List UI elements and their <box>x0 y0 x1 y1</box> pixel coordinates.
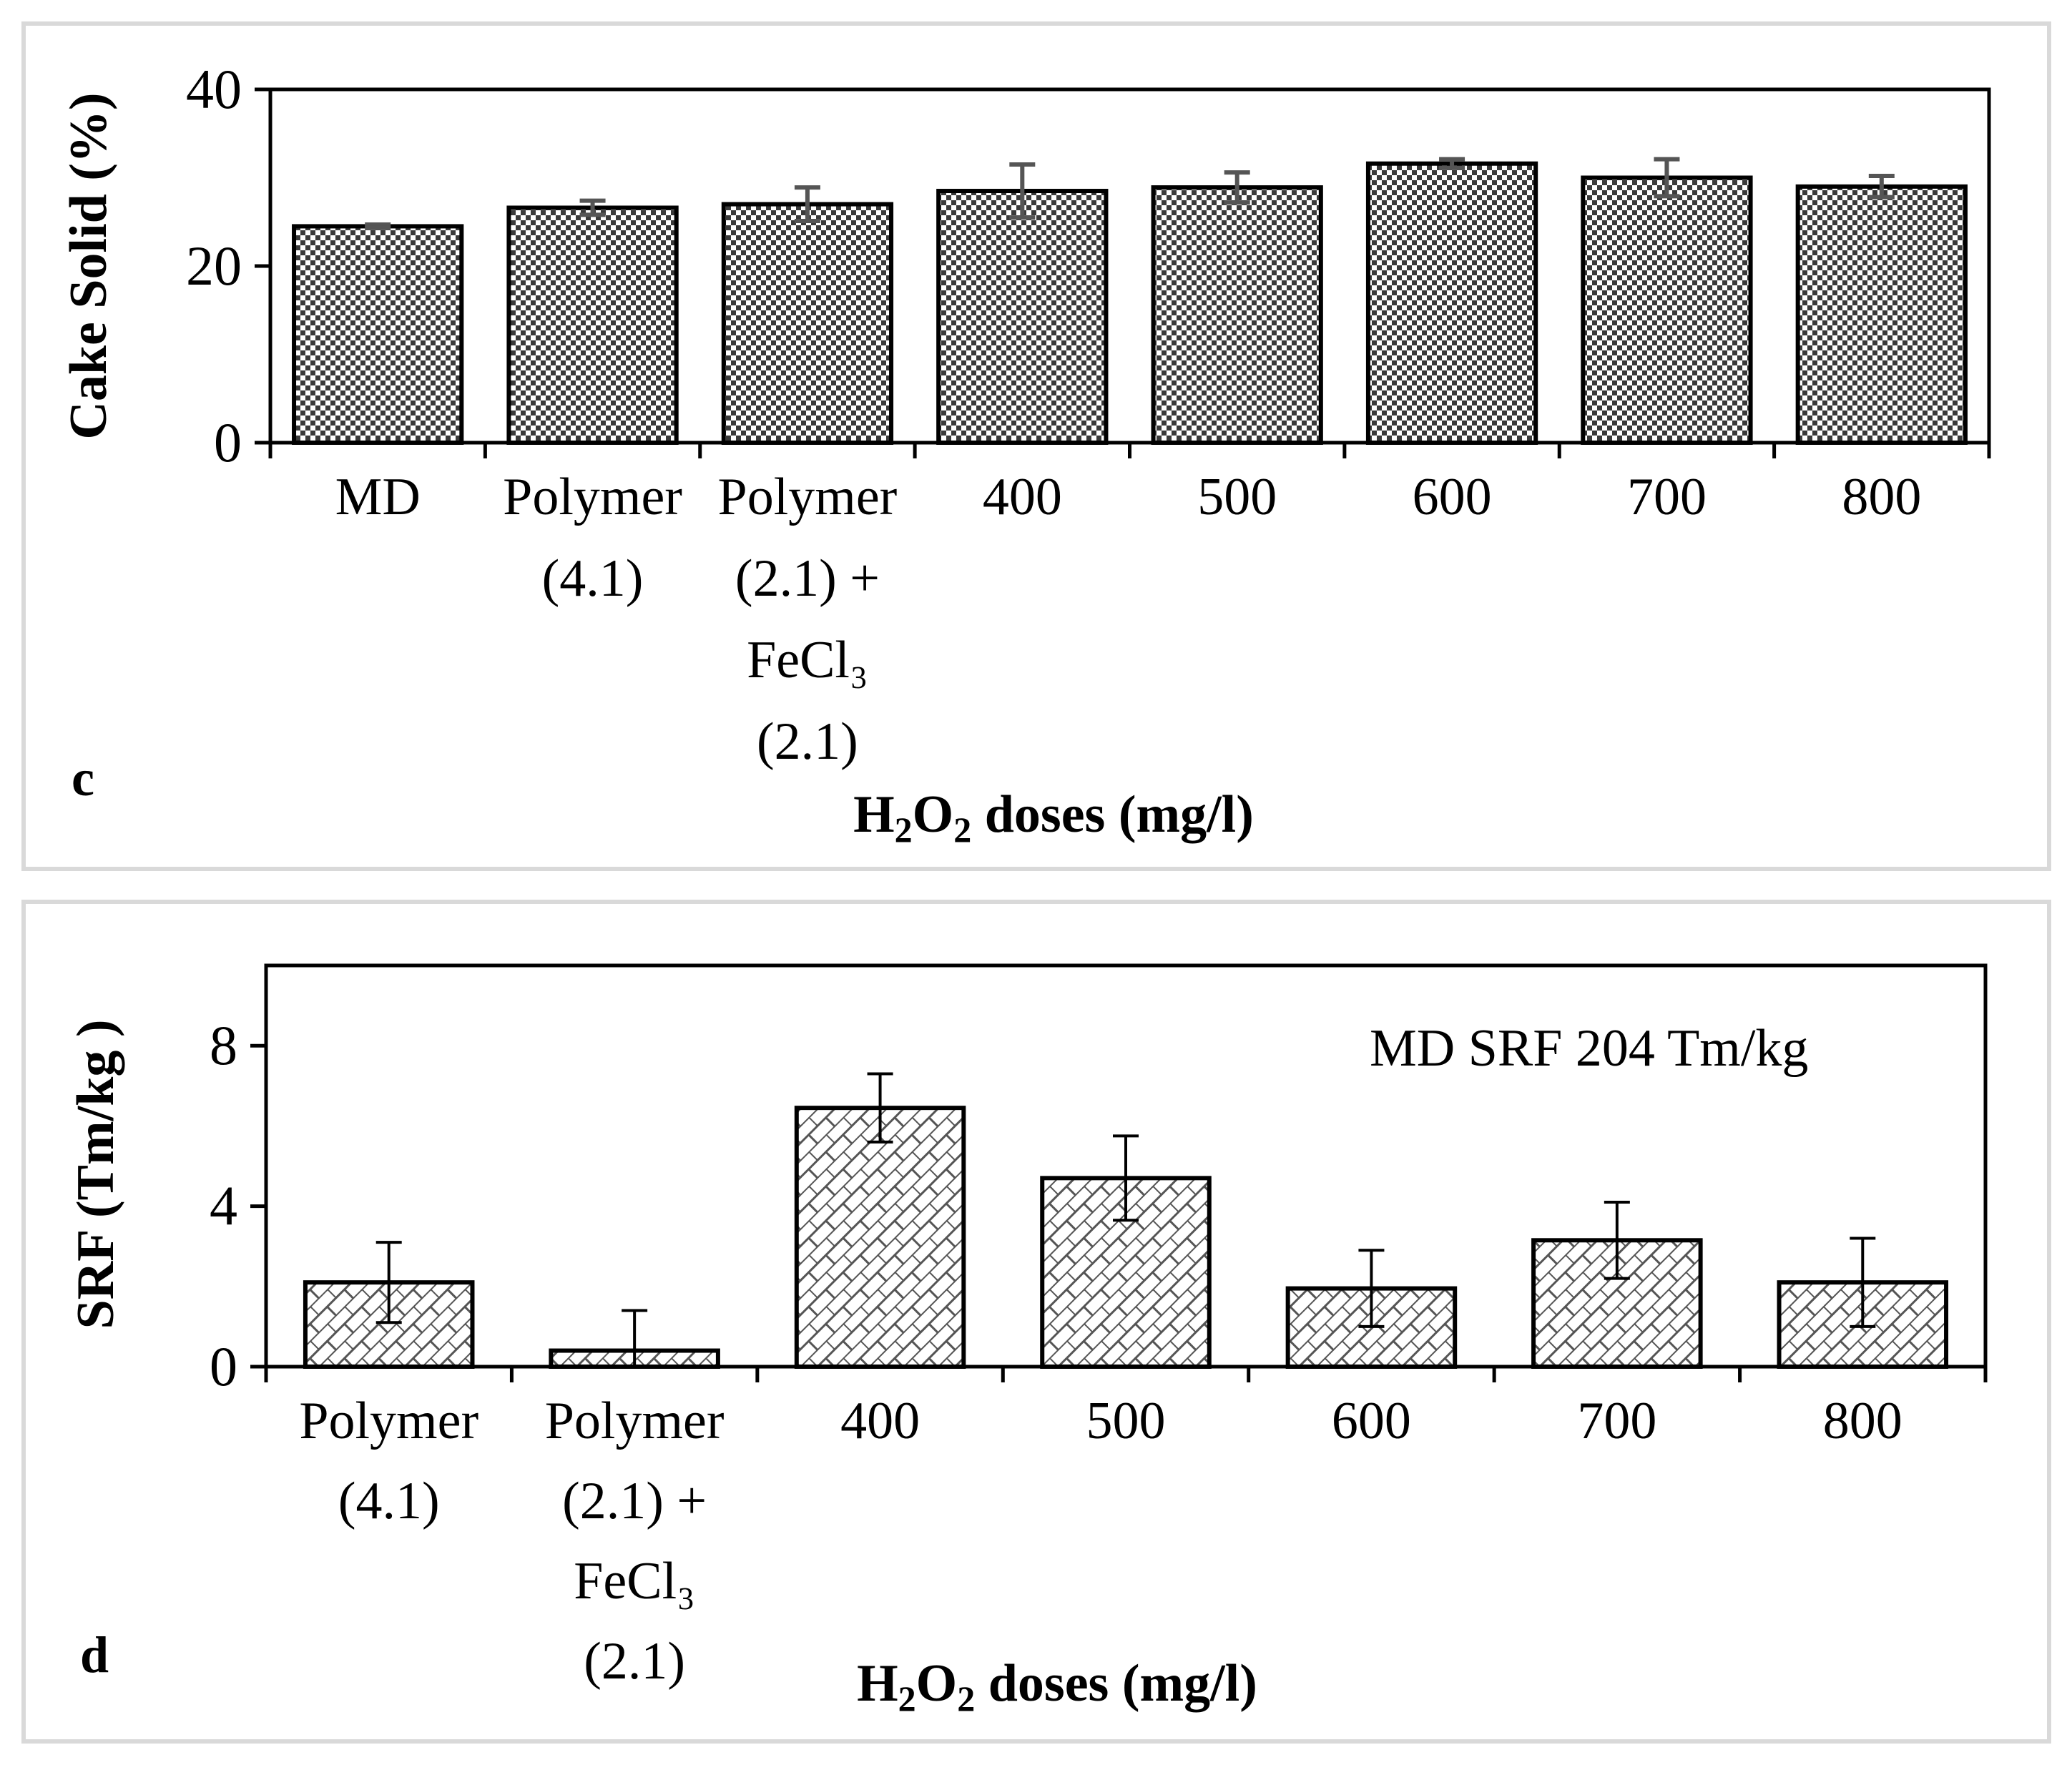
plot-frame <box>264 963 1988 1369</box>
y-tick-label: 4 <box>210 1175 237 1237</box>
md-srf-annotation: MD SRF 204 Tm/kg <box>1370 1019 1808 1078</box>
x-axis-title: H2O2 doses (mg/l) <box>857 1654 1257 1719</box>
y-tick-label: 0 <box>210 1335 237 1397</box>
y-tick-label: 0 <box>214 411 242 473</box>
x-tick-label: 500 <box>1086 1392 1166 1450</box>
x-tick-label: Polymer <box>718 468 898 526</box>
x-tick-label: 400 <box>983 468 1062 526</box>
x-tick-label: Polymer <box>503 468 682 526</box>
y-tick-label: 8 <box>210 1014 237 1076</box>
panel-label-d: d <box>80 1626 109 1683</box>
x-tick-label: 400 <box>840 1392 920 1450</box>
x-tick-label: FeCl₃ <box>574 1552 695 1611</box>
error-bar <box>1358 1249 1385 1328</box>
error-bar <box>1439 157 1465 170</box>
x-tick-label: Polymer <box>299 1392 478 1450</box>
x-tick-label: (2.1) <box>757 712 858 771</box>
bar <box>1795 184 1968 445</box>
x-tick-label: (4.1) <box>542 549 644 608</box>
panel-label-c: c <box>72 749 94 807</box>
error-bar <box>1113 1134 1139 1222</box>
y-axis-title: SRF (Tm/kg ) <box>67 1019 125 1329</box>
error-bar <box>1654 157 1680 199</box>
y-tick-label: 40 <box>186 58 242 120</box>
chart-panel-c <box>21 21 2051 871</box>
x-tick-label: 800 <box>1842 468 1921 526</box>
x-tick-label: FeCl₃ <box>747 631 868 689</box>
x-tick-label: 600 <box>1332 1392 1411 1450</box>
error-bar <box>1868 174 1895 200</box>
x-tick-label: Polymer <box>545 1392 725 1450</box>
error-bar <box>794 185 820 224</box>
y-axis-title: Cake Solid (%) <box>59 92 118 439</box>
y-tick-label: 20 <box>186 235 242 297</box>
bar <box>936 189 1109 445</box>
error-bar <box>375 1241 402 1324</box>
bar <box>1365 161 1538 446</box>
x-tick-label: 600 <box>1413 468 1492 526</box>
error-bar <box>1009 162 1036 220</box>
bar <box>794 1106 966 1370</box>
bar <box>506 205 679 445</box>
x-tick-label: MD <box>335 468 421 526</box>
x-tick-label: (4.1) <box>338 1472 440 1530</box>
x-tick-label: 800 <box>1823 1392 1902 1450</box>
x-tick-label: 500 <box>1197 468 1277 526</box>
error-bar <box>1604 1200 1630 1280</box>
error-bar <box>1850 1237 1876 1328</box>
cake-solid-chart: 0 20 40 MD Polymer (4.1) Polymer (2.1) + FeCl₃ (… <box>59 58 1991 850</box>
x-tick-label: (2.1) + <box>735 549 880 608</box>
error-bar <box>579 198 606 217</box>
error-bar <box>1224 170 1250 205</box>
x-axis-title: H2O2 doses (mg/l) <box>853 785 1254 850</box>
x-tick-label: (2.1) <box>584 1632 685 1691</box>
x-tick-label: 700 <box>1627 468 1707 526</box>
x-tick-label: (2.1) + <box>562 1472 707 1530</box>
error-bar <box>867 1072 893 1144</box>
x-tick-label: 700 <box>1577 1392 1656 1450</box>
error-bar <box>365 222 391 230</box>
